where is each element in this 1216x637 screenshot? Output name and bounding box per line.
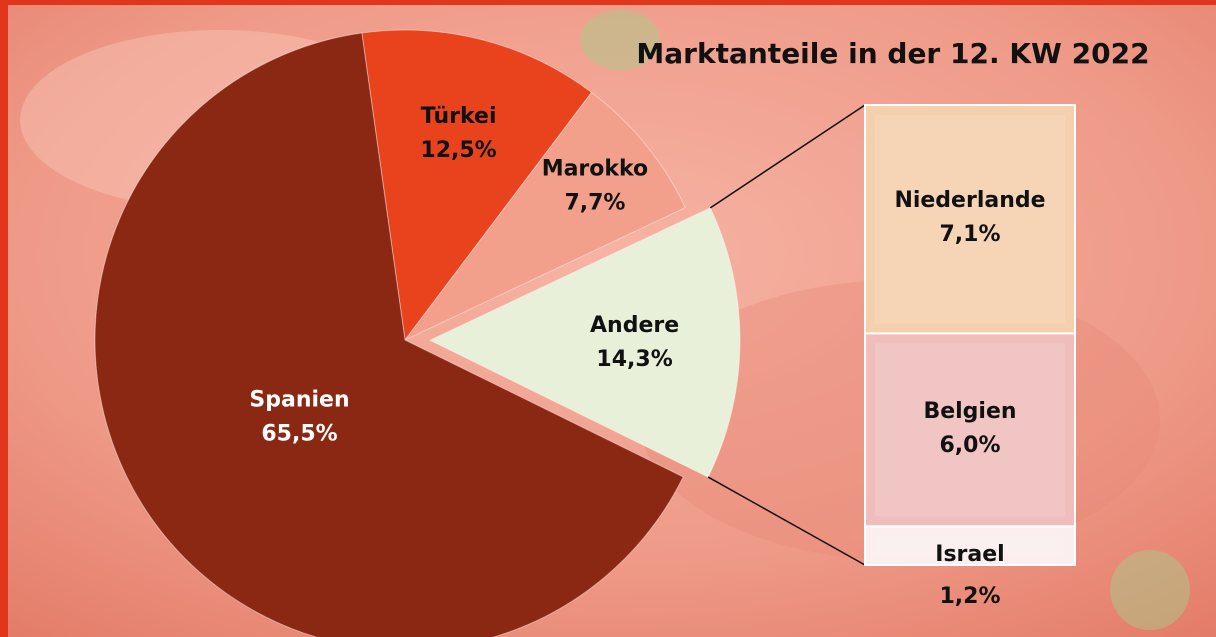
slice-label: Türkei <box>421 104 497 129</box>
slice-value-label: 7,7% <box>564 190 625 215</box>
top-border <box>0 0 1216 5</box>
chart: Marktanteile in der 12. KW 2022 Türkei 12… <box>0 0 1216 637</box>
slice-value-label: 65,5% <box>261 421 337 446</box>
slice-label: Andere <box>590 313 679 338</box>
slice-label: Marokko <box>542 156 649 181</box>
slice-value-label: 14,3% <box>596 347 672 372</box>
slice-label: Spanien <box>249 387 349 412</box>
segment-label: Niederlande <box>894 188 1045 213</box>
segment-value-label: 1,2% <box>939 584 1000 609</box>
bar-bevel <box>875 343 1065 516</box>
segment-value-label: 7,1% <box>939 222 1000 247</box>
segment-value-label: 6,0% <box>939 433 1000 458</box>
left-border <box>0 0 8 637</box>
chart-title: Marktanteile in der 12. KW 2022 <box>636 37 1149 70</box>
background-blob <box>1110 550 1190 630</box>
segment-label: Belgien <box>923 399 1016 424</box>
segment-label: Israel <box>935 542 1004 567</box>
bar-bevel <box>875 115 1065 323</box>
plot: Türkei 12,5% Marokko 7,7% Andere 14,3% Spanien… <box>95 30 1075 637</box>
slice-value-label: 12,5% <box>420 138 496 163</box>
